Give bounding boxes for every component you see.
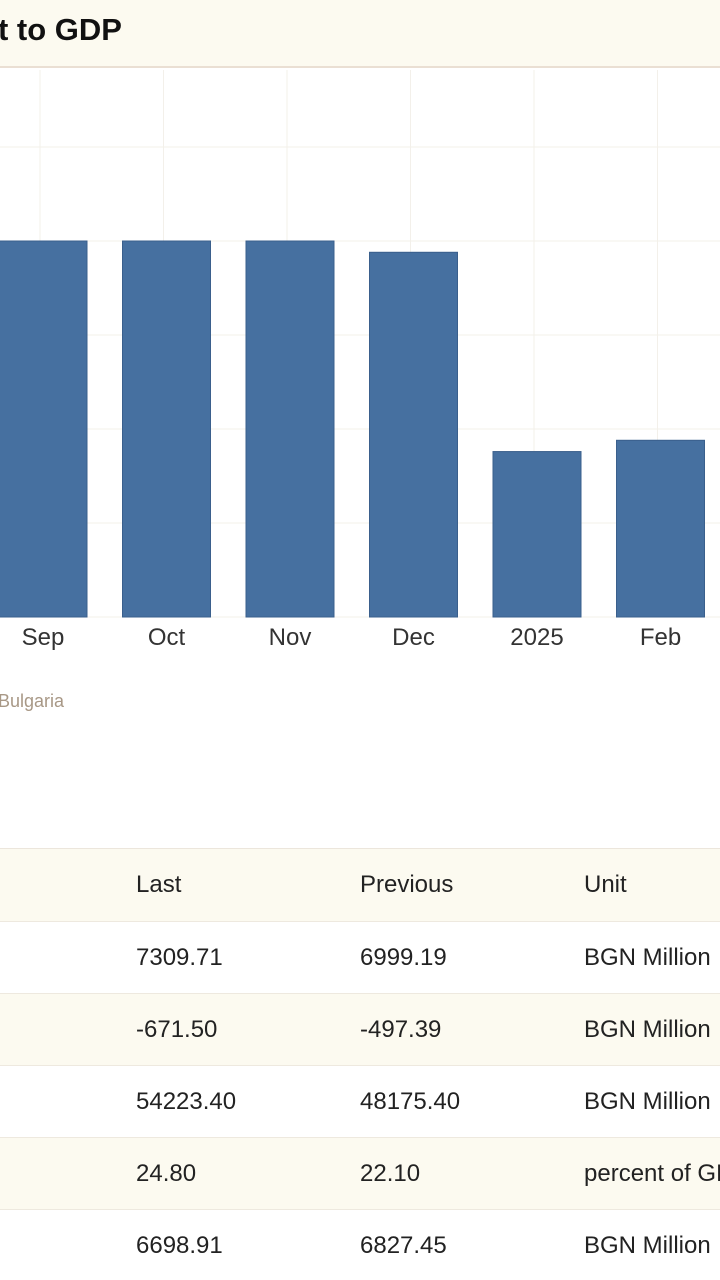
table-row[interactable]: 24.80 22.10 percent of GDP bbox=[0, 1138, 720, 1210]
cell-last: 6698.91 bbox=[136, 1232, 223, 1259]
x-tick-label: Sep bbox=[22, 624, 65, 651]
x-tick-label: Oct bbox=[148, 624, 186, 651]
bar-nov[interactable] bbox=[245, 240, 335, 618]
header-last: Last bbox=[136, 871, 182, 898]
header-previous: Previous bbox=[360, 871, 454, 898]
cell-unit: BGN Million bbox=[584, 1232, 711, 1259]
x-tick-label: Dec bbox=[392, 624, 435, 651]
x-tick-label: 2025 bbox=[510, 624, 563, 651]
cell-last: 54223.40 bbox=[136, 1088, 237, 1115]
table-row[interactable]: -671.50 -497.39 BGN Million bbox=[0, 994, 720, 1066]
cell-last: 24.80 bbox=[136, 1160, 197, 1187]
header-unit: Unit bbox=[584, 871, 627, 898]
bar-sep[interactable] bbox=[0, 240, 88, 618]
cell-previous: 6999.19 bbox=[360, 944, 447, 971]
cell-previous: -497.39 bbox=[360, 1016, 442, 1043]
x-tick-label: Nov bbox=[269, 624, 312, 651]
cell-last: -671.50 bbox=[136, 1016, 218, 1043]
cell-unit: BGN Million bbox=[584, 1088, 711, 1115]
table-header-row: Last Previous Unit bbox=[0, 849, 720, 922]
data-table: Last Previous Unit 7309.71 6999.19 BGN M… bbox=[0, 848, 720, 1280]
bar-2025[interactable] bbox=[492, 451, 582, 618]
table-row[interactable]: 7309.71 6999.19 BGN Million bbox=[0, 922, 720, 994]
title-bar: t to GDP bbox=[0, 0, 720, 68]
source-label: Bulgaria bbox=[0, 691, 65, 711]
cell-unit: BGN Million bbox=[584, 1016, 711, 1043]
cell-previous: 6827.45 bbox=[360, 1232, 447, 1259]
cell-unit: percent of GDP bbox=[584, 1160, 720, 1187]
cell-previous: 48175.40 bbox=[360, 1088, 461, 1115]
bar-dec[interactable] bbox=[369, 251, 458, 618]
bar-feb[interactable] bbox=[616, 439, 705, 618]
cell-unit: BGN Million bbox=[584, 944, 711, 971]
table-row[interactable]: 6698.91 6827.45 BGN Million bbox=[0, 1210, 720, 1280]
x-tick-label: Feb bbox=[640, 624, 681, 651]
chart-title: t to GDP bbox=[0, 12, 122, 47]
cell-previous: 22.10 bbox=[360, 1160, 421, 1187]
cell-last: 7309.71 bbox=[136, 944, 223, 971]
chart-area: Sep Oct Nov Dec 2025 Feb bbox=[0, 70, 720, 690]
bar-chart: Sep Oct Nov Dec 2025 Feb bbox=[0, 70, 720, 651]
table-row[interactable]: 54223.40 48175.40 BGN Million bbox=[0, 1066, 720, 1138]
bar-oct[interactable] bbox=[122, 240, 211, 618]
